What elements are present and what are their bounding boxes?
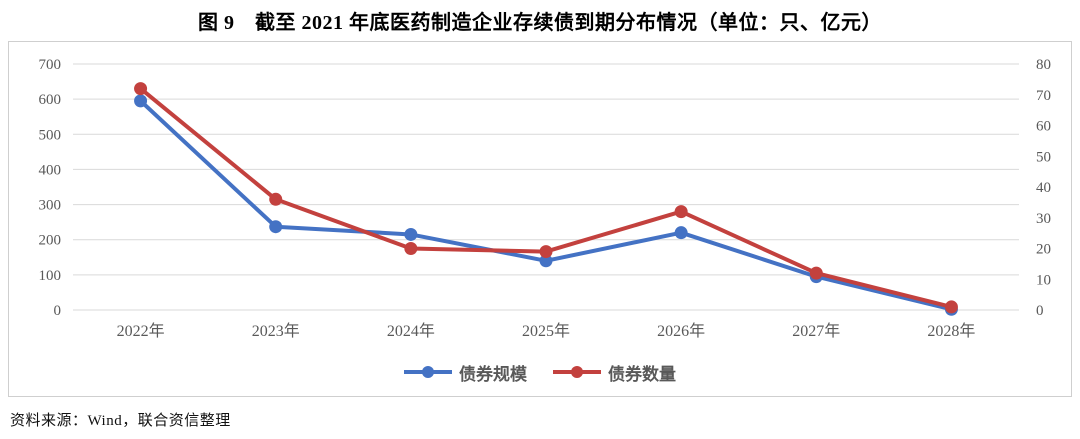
source-note: 资料来源：Wind，联合资信整理 bbox=[10, 413, 231, 429]
x-axis-label: 2025年 bbox=[522, 322, 570, 340]
data-point bbox=[944, 300, 958, 314]
right-axis-tick-label: 70 bbox=[1036, 88, 1051, 104]
left-axis-tick-label: 100 bbox=[39, 268, 62, 284]
data-point bbox=[674, 205, 688, 219]
data-point bbox=[269, 192, 283, 206]
series-line-债券数量 bbox=[138, 86, 954, 309]
chart-legend: 债券规模 债券数量 bbox=[9, 358, 1071, 386]
legend-marker-icon bbox=[553, 366, 601, 378]
legend-label: 债券数量 bbox=[608, 364, 676, 384]
left-axis-tick-label: 400 bbox=[39, 162, 62, 178]
left-axis-tick-label: 600 bbox=[39, 92, 62, 108]
right-axis-tick-label: 0 bbox=[1036, 303, 1044, 319]
x-axis-label: 2028年 bbox=[927, 322, 975, 340]
right-axis-tick-label: 40 bbox=[1036, 180, 1051, 196]
data-point bbox=[539, 245, 553, 259]
left-axis-tick-label: 200 bbox=[39, 233, 62, 249]
left-axis-tick-label: 500 bbox=[39, 127, 62, 143]
right-axis-tick-label: 80 bbox=[1036, 57, 1051, 73]
left-axis-tick-label: 700 bbox=[39, 57, 62, 73]
right-axis-tick-label: 50 bbox=[1036, 149, 1051, 165]
data-point bbox=[134, 94, 148, 108]
left-axis-tick-label: 0 bbox=[54, 303, 62, 319]
right-axis-tick-label: 10 bbox=[1036, 272, 1051, 288]
chart-title: 图 9 截至 2021 年底医药制造企业存续债到期分布情况（单位：只、亿元） bbox=[198, 12, 882, 34]
chart-canvas: 0 100 200 300 400 500 600 700 0 10 20 30 40 50 60 70 80 2… bbox=[39, 57, 1052, 340]
data-point bbox=[134, 82, 148, 96]
data-point bbox=[404, 227, 418, 241]
x-axis-label: 2023年 bbox=[252, 322, 300, 340]
x-axis-label: 2022年 bbox=[117, 322, 165, 340]
x-axis-label: 2027年 bbox=[792, 322, 840, 340]
data-point bbox=[674, 226, 688, 240]
chart-area: 0 100 200 300 400 500 600 700 0 10 20 30 40 50 60 70 80 2… bbox=[8, 41, 1072, 397]
legend-item-债券规模: 债券规模 bbox=[404, 360, 527, 385]
legend-label: 债券规模 bbox=[459, 364, 527, 384]
data-point bbox=[539, 254, 553, 268]
x-axis-label: 2026年 bbox=[657, 322, 705, 340]
data-point bbox=[269, 220, 283, 234]
data-point bbox=[404, 242, 418, 255]
legend-marker-icon bbox=[404, 366, 452, 378]
left-axis-tick-label: 300 bbox=[39, 198, 62, 214]
data-point bbox=[809, 266, 823, 280]
x-axis-label: 2024年 bbox=[387, 322, 435, 340]
right-axis-tick-label: 60 bbox=[1036, 119, 1051, 135]
legend-item-债券数量: 债券数量 bbox=[553, 360, 676, 385]
right-axis-tick-label: 20 bbox=[1036, 242, 1051, 258]
right-axis-tick-label: 30 bbox=[1036, 211, 1051, 227]
